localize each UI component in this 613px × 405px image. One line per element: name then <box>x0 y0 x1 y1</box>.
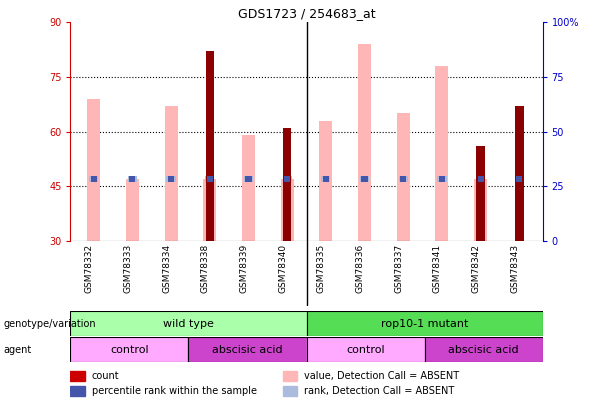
Bar <box>283 176 292 182</box>
Bar <box>476 176 485 182</box>
Bar <box>360 176 369 182</box>
Bar <box>515 106 524 241</box>
Bar <box>203 179 216 241</box>
Text: GSM78336: GSM78336 <box>356 243 365 293</box>
Text: GSM78335: GSM78335 <box>317 243 326 293</box>
Bar <box>474 179 487 241</box>
Bar <box>205 176 215 182</box>
Text: GSM78338: GSM78338 <box>201 243 210 293</box>
Text: value, Detection Call = ABSENT: value, Detection Call = ABSENT <box>304 371 459 381</box>
Bar <box>398 176 408 182</box>
Bar <box>242 135 255 241</box>
Text: GSM78334: GSM78334 <box>162 243 171 293</box>
Text: abscisic acid: abscisic acid <box>212 345 283 355</box>
Bar <box>128 176 137 182</box>
Bar <box>400 176 406 182</box>
Bar <box>358 44 371 241</box>
Text: agent: agent <box>3 345 31 355</box>
Bar <box>435 66 449 241</box>
Bar <box>319 121 332 241</box>
Bar <box>476 146 485 241</box>
Bar <box>91 176 97 182</box>
Bar <box>283 128 291 241</box>
Bar <box>283 371 297 382</box>
Bar <box>437 176 446 182</box>
Bar <box>439 176 445 182</box>
Bar <box>129 176 135 182</box>
Text: control: control <box>110 345 149 355</box>
Text: percentile rank within the sample: percentile rank within the sample <box>92 386 257 396</box>
Bar <box>281 179 294 241</box>
Bar <box>424 337 543 362</box>
Bar <box>89 176 98 182</box>
Text: GSM78333: GSM78333 <box>123 243 132 293</box>
Bar <box>126 179 139 241</box>
Bar <box>321 176 330 182</box>
Bar <box>87 99 101 241</box>
Bar <box>397 113 410 241</box>
Bar <box>515 176 524 182</box>
Bar <box>70 371 85 382</box>
Text: GSM78339: GSM78339 <box>240 243 248 293</box>
Bar <box>205 51 214 241</box>
Bar <box>478 176 484 182</box>
Text: rank, Detection Call = ABSENT: rank, Detection Call = ABSENT <box>304 386 454 396</box>
Text: abscisic acid: abscisic acid <box>448 345 519 355</box>
Text: wild type: wild type <box>163 319 214 328</box>
Bar <box>362 176 368 182</box>
Text: GSM78341: GSM78341 <box>433 243 442 293</box>
Bar <box>189 337 306 362</box>
Text: GSM78340: GSM78340 <box>278 243 287 293</box>
Bar <box>70 311 306 336</box>
Text: control: control <box>346 345 385 355</box>
Bar <box>244 176 253 182</box>
Bar <box>283 386 297 396</box>
Bar <box>207 176 213 182</box>
Text: GSM78342: GSM78342 <box>471 243 481 292</box>
Bar <box>306 311 543 336</box>
Text: genotype/variation: genotype/variation <box>3 319 96 328</box>
Bar <box>70 386 85 396</box>
Bar <box>167 176 176 182</box>
Text: GSM78343: GSM78343 <box>510 243 519 293</box>
Text: GSM78337: GSM78337 <box>394 243 403 293</box>
Bar <box>245 176 251 182</box>
Bar <box>164 106 178 241</box>
Bar <box>306 337 424 362</box>
Text: GSM78332: GSM78332 <box>85 243 94 293</box>
Text: count: count <box>92 371 120 381</box>
Bar <box>70 337 189 362</box>
Bar <box>168 176 174 182</box>
Bar <box>284 176 290 182</box>
Title: GDS1723 / 254683_at: GDS1723 / 254683_at <box>238 7 375 20</box>
Text: rop10-1 mutant: rop10-1 mutant <box>381 319 468 328</box>
Bar <box>516 176 522 182</box>
Bar <box>323 176 329 182</box>
